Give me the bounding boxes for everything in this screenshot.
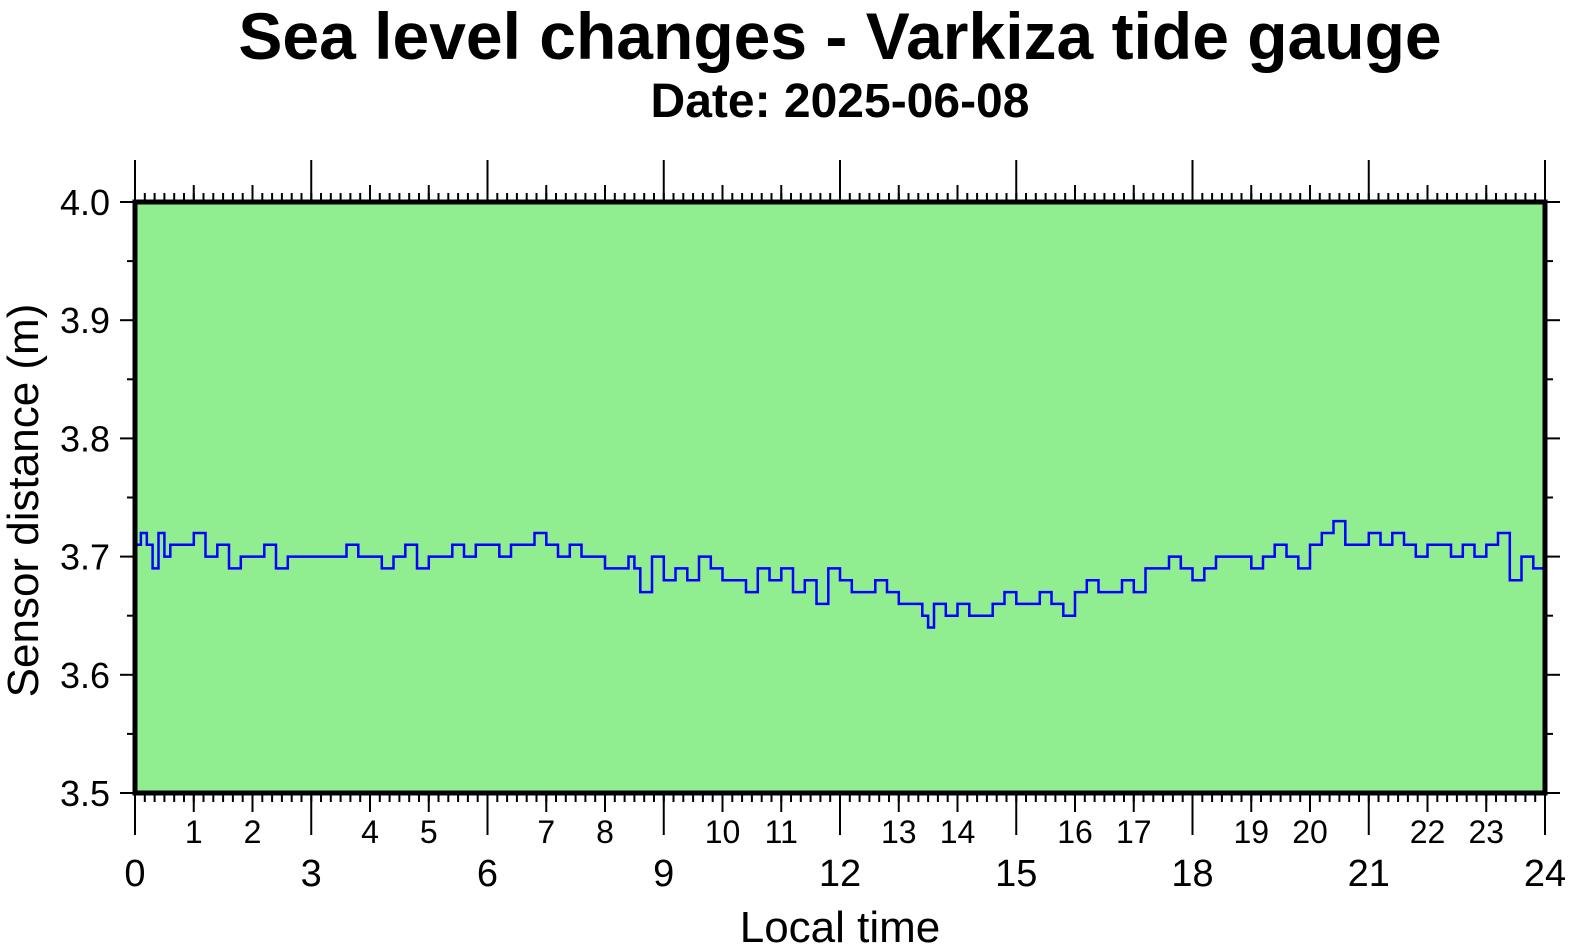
x-hour-tick-label: 19 <box>1233 814 1269 850</box>
y-tick-label: 3.9 <box>60 300 110 341</box>
chart-subtitle: Date: 2025-06-08 <box>650 75 1030 128</box>
y-tick-label: 3.7 <box>60 537 110 578</box>
x-major-tick-label: 15 <box>995 853 1037 895</box>
y-tick-label: 3.6 <box>60 655 110 696</box>
x-hour-tick-label: 17 <box>1116 814 1152 850</box>
x-hour-tick-label: 16 <box>1057 814 1093 850</box>
x-major-tick-label: 12 <box>819 853 861 895</box>
x-hour-tick-label: 20 <box>1292 814 1328 850</box>
x-major-tick-label: 9 <box>653 853 674 895</box>
y-tick-label: 3.5 <box>60 773 110 814</box>
x-hour-tick-label: 14 <box>940 814 976 850</box>
x-major-tick-label: 18 <box>1171 853 1213 895</box>
x-hour-tick-label: 10 <box>705 814 741 850</box>
y-tick-label: 3.8 <box>60 418 110 459</box>
y-axis-ticks: 3.5 3.6 3.7 3.8 3.9 4.0 <box>60 182 1560 814</box>
series-line <box>135 519 1547 629</box>
y-axis-label: Sensor distance (m) <box>0 304 48 698</box>
plot-area <box>135 202 1545 793</box>
x-hour-tick-label: 11 <box>765 814 798 850</box>
x-hour-tick-label: 7 <box>537 814 555 850</box>
x-hour-tick-label: 1 <box>185 814 203 850</box>
chart-title: Sea level changes - Varkiza tide gauge <box>238 0 1442 73</box>
x-major-tick-label: 6 <box>477 853 498 895</box>
x-hour-tick-label: 4 <box>361 814 379 850</box>
x-hour-tick-label: 13 <box>881 814 917 850</box>
x-major-tick-label: 24 <box>1524 853 1566 895</box>
x-hour-tick-label: 8 <box>596 814 614 850</box>
x-hour-tick-label: 5 <box>420 814 438 850</box>
x-hour-tick-label: 22 <box>1410 814 1446 850</box>
x-hour-tick-label: 23 <box>1468 814 1504 850</box>
y-tick-label: 4.0 <box>60 182 110 223</box>
x-axis-label: Local time <box>740 903 941 950</box>
plot-frame <box>132 199 1548 796</box>
x-major-tick-label: 21 <box>1348 853 1390 895</box>
x-major-tick-label: 3 <box>301 853 322 895</box>
x-major-tick-label: 0 <box>124 853 145 895</box>
x-hour-tick-label: 2 <box>244 814 262 850</box>
x-axis-ticks: 0 3 6 9 12 15 18 21 241 2 4 5 7 8 10 11 13 14 16 17 19 20 22 23 <box>124 160 1566 895</box>
